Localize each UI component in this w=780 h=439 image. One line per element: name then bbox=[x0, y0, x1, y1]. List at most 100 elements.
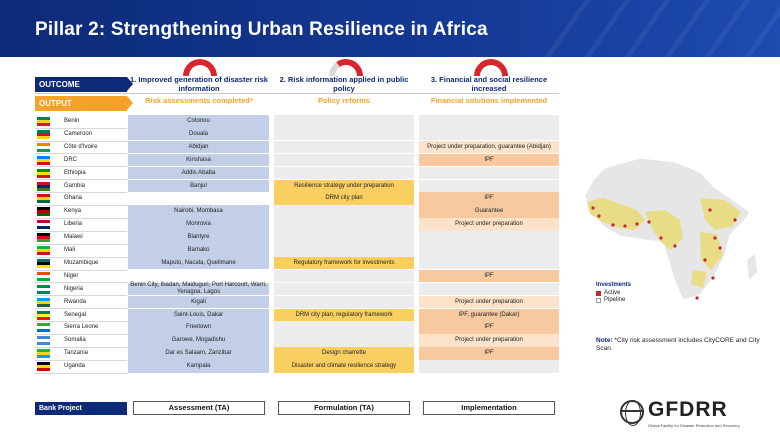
logo-tagline: Global Facility for Disaster Reduction a… bbox=[648, 423, 740, 428]
legend-title: Investments bbox=[596, 282, 632, 288]
finance-cell: Guarantee bbox=[419, 205, 559, 218]
policy-cell: DRM city plan, regulatory framework bbox=[274, 308, 414, 321]
assessment-cell: Banjul bbox=[128, 179, 269, 192]
flag-icon bbox=[37, 349, 50, 359]
assessment-cell: Freetown bbox=[128, 321, 269, 334]
outcome-heading-1: 1. Improved generation of disaster risk … bbox=[130, 75, 268, 93]
policy-cell: Resilience strategy under preparation bbox=[274, 179, 414, 192]
flag-icon bbox=[37, 323, 50, 333]
row-divider bbox=[35, 269, 127, 271]
assessment-cell: Kinshasa bbox=[128, 153, 269, 167]
row-divider bbox=[35, 295, 127, 297]
finance-cell: IPF bbox=[419, 269, 559, 283]
table-row: Uganda Kampala Disaster and climate resili… bbox=[35, 360, 559, 373]
row-divider bbox=[35, 179, 127, 181]
policy-cell bbox=[274, 321, 414, 334]
policy-cell bbox=[274, 140, 414, 154]
header-divider bbox=[35, 93, 559, 94]
country-name: Liberia bbox=[64, 221, 83, 228]
policy-cell bbox=[274, 244, 414, 257]
note-text: *City risk assessment includes CityCORE … bbox=[596, 337, 760, 352]
finance-cell: IPF bbox=[419, 192, 559, 205]
policy-cell: Regulatory framework for investments bbox=[274, 256, 414, 270]
flag-icon bbox=[37, 117, 50, 126]
country-name: Nigeria bbox=[64, 285, 84, 292]
country-name: Cameroon bbox=[64, 130, 93, 137]
policy-cell: Disaster and climate resilience strategy bbox=[274, 360, 414, 373]
table-row: Mali Bamako bbox=[35, 244, 559, 257]
finance-cell: IPF, guarantee (Dakar) bbox=[419, 308, 559, 321]
country-name: DRC bbox=[64, 156, 77, 163]
finance-cell bbox=[419, 360, 559, 373]
output-heading-1: Risk assessments completed* bbox=[145, 96, 253, 105]
assessment-cell: Douala bbox=[128, 127, 269, 141]
table-row: Benin Cotonou bbox=[35, 115, 559, 128]
country-name: Sierra Leone bbox=[64, 324, 99, 331]
row-divider bbox=[35, 282, 127, 284]
finance-cell: Project under preparation bbox=[419, 295, 559, 309]
table-row: Rwanda Kigali Project under preparation bbox=[35, 295, 559, 309]
row-divider bbox=[35, 243, 127, 245]
finance-cell bbox=[419, 282, 559, 296]
bank-project-label: Bank Project bbox=[35, 402, 127, 415]
legend-active: Active bbox=[604, 290, 621, 296]
assessment-cell: Benin City, Ibadan, Maiduguri, Port Harc… bbox=[128, 282, 269, 296]
assessment-cell: Blantyre bbox=[128, 231, 269, 244]
finance-cell: IPF bbox=[419, 347, 559, 360]
row-divider bbox=[35, 217, 127, 219]
policy-cell bbox=[274, 115, 414, 128]
policy-cell bbox=[274, 231, 414, 244]
finance-cell: IPF bbox=[419, 153, 559, 167]
finance-cell bbox=[419, 127, 559, 141]
country-name: Ethiopia bbox=[64, 169, 86, 176]
country-name: Mali bbox=[64, 247, 76, 253]
globe-icon bbox=[620, 400, 644, 426]
finance-cell bbox=[419, 231, 559, 244]
policy-cell bbox=[274, 282, 414, 296]
flag-icon bbox=[37, 246, 50, 255]
assessment-cell bbox=[128, 192, 269, 205]
flag-icon bbox=[37, 220, 50, 230]
row-divider bbox=[35, 127, 127, 129]
assessment-cell: Garowe, Mogadishu bbox=[128, 334, 269, 347]
policy-cell bbox=[274, 218, 414, 231]
gauge-icon bbox=[183, 59, 217, 76]
table-row: Cameroon Douala bbox=[35, 127, 559, 141]
row-divider bbox=[35, 256, 127, 258]
gauge-icon bbox=[329, 59, 363, 76]
flag-icon bbox=[37, 194, 50, 204]
finance-cell: Project under preparation bbox=[419, 218, 559, 231]
country-name: Benin bbox=[64, 118, 80, 124]
finance-cell bbox=[419, 244, 559, 257]
table-row: DRC Kinshasa IPF bbox=[35, 153, 559, 167]
table-row: Sierra Leone Freetown IPF bbox=[35, 321, 559, 334]
outcome-heading-3: 3. Financial and social resilience incre… bbox=[430, 75, 548, 93]
pipeline-swatch bbox=[596, 297, 601, 303]
footnote: Note: *City risk assessment includes Cit… bbox=[596, 337, 766, 353]
note-label: Note: bbox=[596, 337, 613, 344]
assessment-cell bbox=[128, 269, 269, 283]
policy-cell: DRM city plan bbox=[274, 192, 414, 205]
bank-stage-implementation: Implementation bbox=[423, 401, 555, 415]
assessment-cell: Kigali bbox=[128, 295, 269, 309]
country-name: Kenya bbox=[64, 208, 82, 215]
table-row: Liberia Monrovia Project under preparation bbox=[35, 218, 559, 231]
finance-cell: Project under preparation, guarantee (Ab… bbox=[419, 140, 559, 154]
flag-icon bbox=[37, 271, 50, 281]
finance-cell bbox=[419, 166, 559, 180]
assessment-cell: Monrovia bbox=[128, 218, 269, 231]
policy-cell bbox=[274, 205, 414, 218]
flag-icon bbox=[37, 129, 50, 139]
table-row: Tanzania Dar es Salaam, Zanzibar Design ch… bbox=[35, 347, 559, 360]
flag-icon bbox=[37, 284, 50, 294]
row-divider bbox=[35, 308, 127, 310]
country-name: Ghana bbox=[64, 195, 83, 202]
investments-legend: Investments Active Pipeline bbox=[596, 282, 631, 303]
flag-icon bbox=[37, 336, 50, 346]
outcome-heading-2: 2. Risk information applied in public po… bbox=[279, 75, 409, 93]
bank-stage-formulation: Formulation (TA) bbox=[278, 401, 410, 415]
assessment-cell: Kampala bbox=[128, 360, 269, 373]
assessment-cell: Abidjan bbox=[128, 140, 269, 154]
table-row: Mozambique Maputo, Nacala, Quelimane Regul… bbox=[35, 256, 559, 270]
assessment-cell: Maputo, Nacala, Quelimane bbox=[128, 256, 269, 270]
